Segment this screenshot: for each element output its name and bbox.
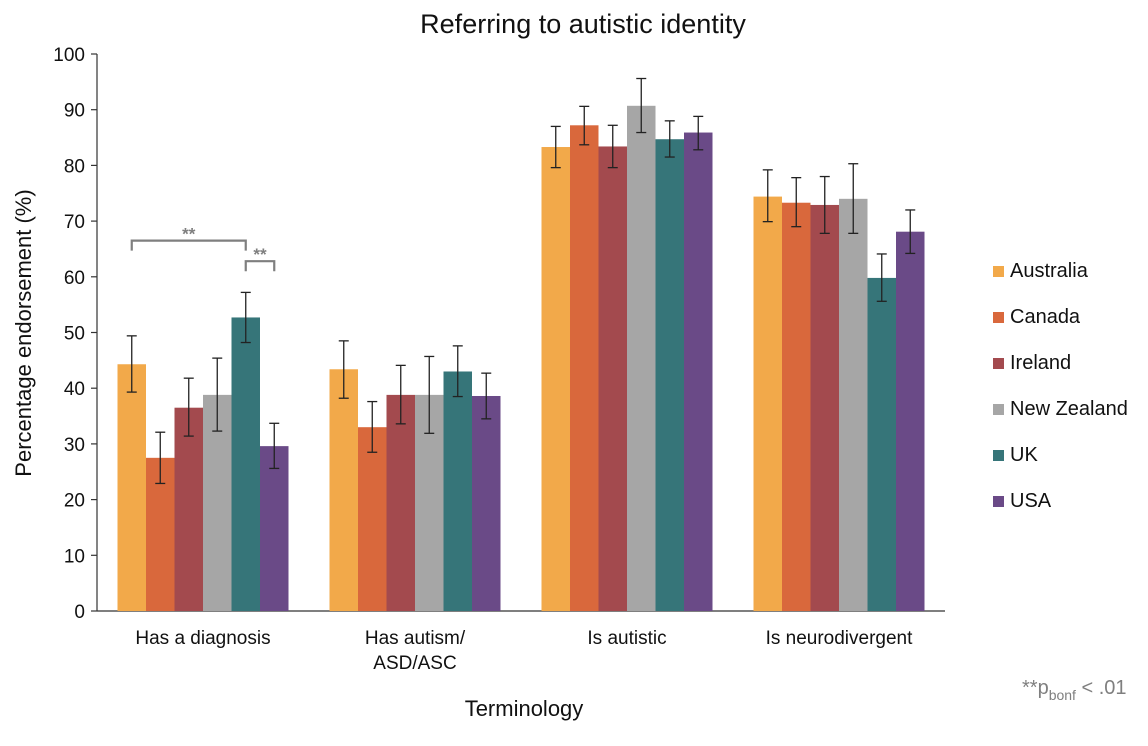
bar-australia: [329, 369, 358, 611]
y-tick-label: 50: [64, 324, 85, 345]
legend-swatch: [993, 312, 1004, 323]
bar-canada: [570, 125, 599, 612]
legend-label: USA: [1010, 490, 1052, 512]
significance-annotations: ** **: [130, 225, 276, 272]
x-tick-label-line: Has autism/: [365, 628, 466, 649]
bar-uk: [867, 277, 896, 611]
y-tick-label: 80: [64, 156, 85, 177]
significance-bracket: [130, 239, 247, 251]
legend-label: UK: [1010, 444, 1038, 466]
legend-label: Ireland: [1010, 352, 1071, 374]
bar-usa: [472, 395, 501, 611]
bar-new-zealand: [839, 198, 868, 611]
footnote-prefix: **p: [1022, 677, 1049, 699]
x-tick-labels: Has a diagnosis Has autism/ASD/ASC Is auti…: [135, 628, 913, 674]
y-axis-label: Percentage endorsement (%): [11, 189, 36, 476]
footnote-subscript: bonf: [1049, 687, 1076, 703]
bar-uk: [443, 371, 472, 611]
bar-series-group: [117, 105, 925, 612]
x-tick-label: Is neurodivergent: [766, 628, 914, 649]
bar-new-zealand: [627, 105, 656, 612]
legend-label: Australia: [1010, 260, 1089, 282]
legend-swatch: [993, 496, 1004, 507]
legend-label: Canada: [1010, 306, 1081, 328]
legend-label: New Zealand: [1010, 398, 1128, 420]
y-tick-label: 0: [74, 602, 85, 623]
axes: 0 10 20 30 40 50 60 70 80 90 100: [53, 45, 945, 623]
bar-australia: [541, 147, 570, 612]
bar-ireland: [598, 146, 627, 611]
bar-australia: [117, 364, 146, 611]
chart-title: Referring to autistic identity: [420, 9, 746, 39]
footnote-suffix: < .01: [1076, 677, 1127, 699]
bar-ireland: [386, 394, 415, 611]
legend: Australia Canada Ireland New Zealand UK USA: [993, 260, 1128, 512]
x-tick-label: Is autistic: [587, 628, 666, 649]
bar-usa: [896, 231, 925, 612]
bar-canada: [358, 427, 387, 611]
bar-australia: [753, 196, 782, 612]
y-tick-label: 100: [53, 45, 85, 66]
y-ticks: 0 10 20 30 40 50 60 70 80 90 100: [53, 45, 97, 623]
x-tick-label: Has autism/ASD/ASC: [365, 628, 466, 674]
bar-canada: [782, 202, 811, 611]
legend-swatch: [993, 450, 1004, 461]
significance-footnote: **pbonf < .01: [1022, 677, 1127, 703]
x-tick-label-line: ASD/ASC: [373, 653, 456, 674]
legend-swatch: [993, 266, 1004, 277]
x-tick-label-line: Is neurodivergent: [766, 628, 914, 649]
y-tick-label: 30: [64, 435, 85, 456]
x-axis-label: Terminology: [465, 696, 584, 721]
y-tick-label: 90: [64, 101, 85, 122]
y-tick-label: 60: [64, 268, 85, 289]
significance-label: **: [253, 245, 267, 264]
x-tick-label: Has a diagnosis: [135, 628, 270, 649]
bar-ireland: [810, 204, 839, 611]
legend-swatch: [993, 358, 1004, 369]
bar-uk: [231, 317, 260, 611]
y-tick-label: 40: [64, 379, 85, 400]
y-tick-label: 20: [64, 491, 85, 512]
y-tick-label: 10: [64, 546, 85, 567]
error-bars-group: [126, 77, 916, 485]
significance-bracket: [244, 260, 276, 272]
legend-swatch: [993, 404, 1004, 415]
significance-label: **: [182, 225, 196, 244]
y-tick-label: 70: [64, 212, 85, 233]
x-tick-label-line: Has a diagnosis: [135, 628, 270, 649]
bar-usa: [684, 132, 713, 612]
bar-ireland: [174, 407, 203, 611]
bar-uk: [655, 139, 684, 611]
x-tick-label-line: Is autistic: [587, 628, 666, 649]
bar-usa: [260, 446, 289, 611]
